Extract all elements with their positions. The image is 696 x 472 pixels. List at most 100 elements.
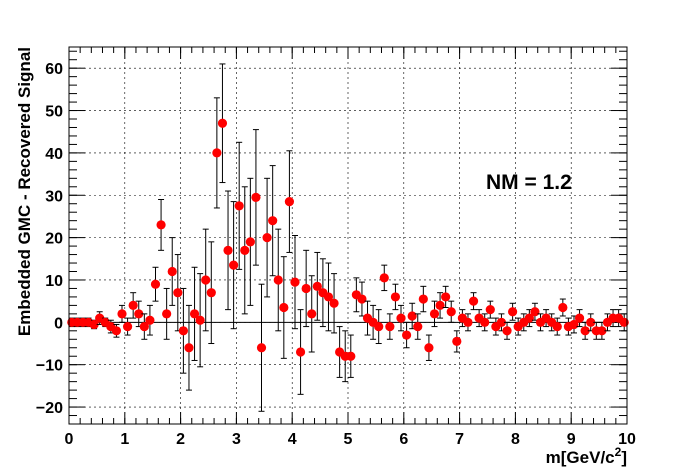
data-point-marker <box>401 330 412 340</box>
data-point-marker <box>295 347 306 357</box>
data-point-group <box>162 287 172 340</box>
data-point-group <box>173 254 183 332</box>
data-point-marker <box>407 311 417 321</box>
data-point-marker <box>117 309 127 319</box>
data-point-group <box>312 251 322 321</box>
data-point-marker <box>217 118 228 128</box>
axis-ticks <box>68 47 628 425</box>
data-point-marker <box>234 201 244 211</box>
data-point-group <box>496 313 507 332</box>
nm-annotation: NM = 1.2 <box>486 171 572 194</box>
data-point-group <box>385 313 395 340</box>
data-point-group <box>569 315 579 334</box>
data-point-group <box>229 201 239 330</box>
data-point-marker <box>290 277 300 287</box>
data-point-marker <box>201 275 211 285</box>
data-point-group <box>122 317 133 336</box>
data-point-group <box>240 186 250 315</box>
data-point-group <box>279 256 289 359</box>
data-point-marker <box>379 273 389 283</box>
data-points <box>67 63 629 412</box>
y-tick-label: 60 <box>45 61 63 78</box>
x-tick-label: 1 <box>120 431 129 448</box>
data-point-marker <box>374 321 384 332</box>
data-point-group <box>139 313 149 340</box>
data-point-marker <box>502 326 512 336</box>
data-point-marker <box>128 300 138 310</box>
data-point-marker <box>441 292 451 302</box>
data-point-marker <box>173 288 183 298</box>
data-point-marker <box>307 309 317 319</box>
data-point-marker <box>524 313 534 323</box>
data-point-marker <box>134 309 144 319</box>
data-point-group <box>429 300 440 328</box>
data-point-group <box>480 313 490 332</box>
data-point-group <box>446 300 456 323</box>
data-point-marker <box>390 292 401 302</box>
data-point-marker <box>145 315 155 325</box>
x-axis-label-text: m[GeV/c <box>546 448 615 467</box>
data-point-group <box>390 283 401 311</box>
data-point-group <box>245 177 255 306</box>
data-point-marker <box>452 336 462 346</box>
data-point-marker <box>301 283 311 294</box>
data-point-marker <box>178 326 188 336</box>
data-point-marker <box>357 294 367 304</box>
data-point-group <box>307 275 317 353</box>
data-point-marker <box>89 319 99 330</box>
y-tick-label: 10 <box>45 273 63 290</box>
data-point-group <box>184 304 194 391</box>
data-point-group <box>206 241 216 345</box>
data-point-group <box>318 258 328 328</box>
data-point-group <box>178 287 188 374</box>
data-point-marker <box>184 343 194 353</box>
data-point-group <box>535 313 546 332</box>
data-point-marker <box>256 343 267 353</box>
data-point-group <box>167 237 177 306</box>
data-point-marker <box>485 305 495 315</box>
data-point-group <box>424 334 434 361</box>
y-tick-label: 30 <box>45 188 63 205</box>
x-axis-label-end: ] <box>621 448 627 467</box>
data-point-marker <box>480 317 490 327</box>
data-point-marker <box>206 288 216 298</box>
data-point-group <box>357 281 367 317</box>
data-point-marker <box>251 192 261 202</box>
data-point-marker <box>212 148 222 158</box>
data-point-marker <box>569 319 579 330</box>
data-point-marker <box>429 309 440 319</box>
data-point-marker <box>284 197 295 207</box>
data-point-group <box>234 141 244 270</box>
data-point-marker <box>552 321 562 332</box>
data-point-group <box>401 321 412 349</box>
data-point-marker <box>424 343 434 353</box>
data-point-group <box>468 292 479 311</box>
y-tick-labels: −20 −10 0 10 20 30 40 50 60 <box>36 61 63 417</box>
data-point-group <box>524 309 534 328</box>
data-point-group <box>256 283 267 412</box>
y-tick-label: −10 <box>36 358 63 375</box>
data-point-group <box>351 277 361 313</box>
data-point-group <box>323 262 334 332</box>
data-point-marker <box>580 326 590 336</box>
data-point-marker <box>385 321 395 332</box>
data-point-group <box>212 97 222 209</box>
data-point-group <box>441 285 451 309</box>
data-point-group <box>558 298 568 317</box>
data-point-marker <box>435 300 445 310</box>
data-point-group <box>329 273 339 334</box>
x-tick-labels: 0 1 2 3 4 5 6 7 8 9 10 <box>65 431 636 448</box>
data-point-group <box>396 304 406 332</box>
x-tick-label: 8 <box>511 431 520 448</box>
plot-frame <box>68 46 628 425</box>
data-point-marker <box>558 302 568 313</box>
data-point-marker <box>413 321 423 332</box>
data-point-marker <box>574 313 585 323</box>
data-point-group <box>117 304 127 323</box>
data-point-marker <box>268 216 278 226</box>
data-point-group <box>262 177 272 298</box>
data-point-marker <box>446 307 456 317</box>
data-point-group <box>156 198 166 251</box>
data-point-group <box>128 292 138 319</box>
